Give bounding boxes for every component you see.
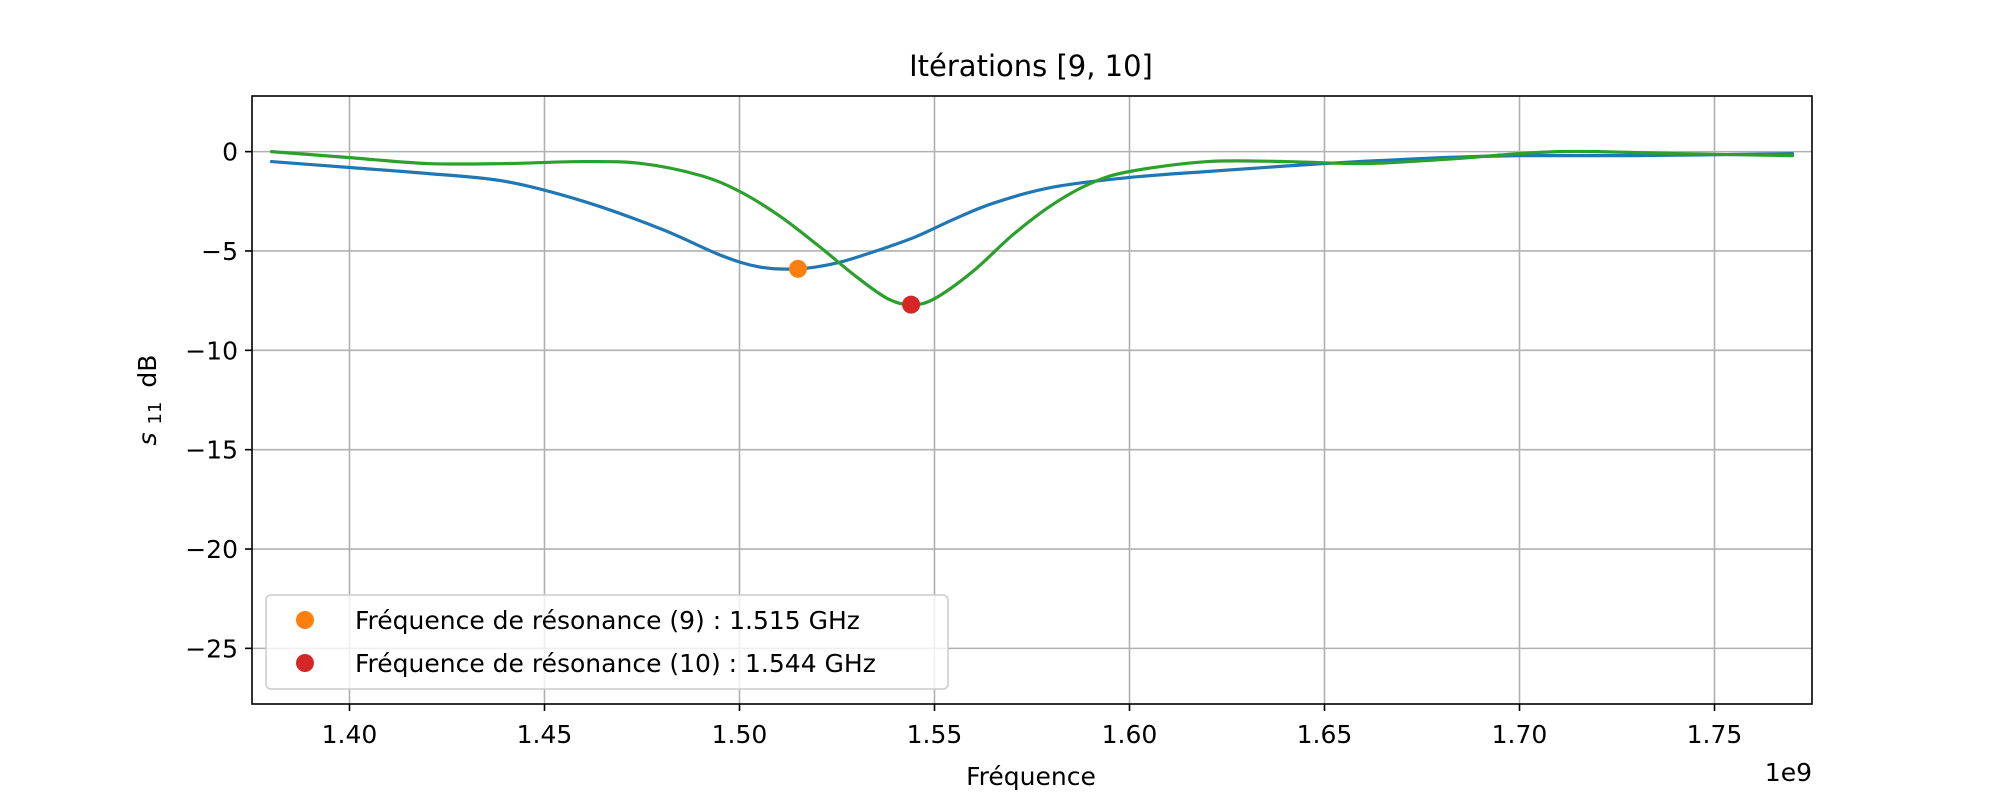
x-tick-label: 1.75: [1687, 720, 1743, 749]
marker-layer: [789, 259, 921, 314]
legend: Fréquence de résonance (9) : 1.515 GHz F…: [265, 594, 949, 690]
legend-marker-resonance-9: [296, 611, 314, 629]
x-axis-offset-label: 1e9: [1765, 758, 1812, 787]
chart-title: Itérations [9, 10]: [909, 49, 1153, 83]
legend-box: [265, 594, 949, 690]
y-tick-label: 0: [222, 138, 238, 167]
x-tick-label: 1.55: [907, 720, 963, 749]
legend-label-resonance-10: Fréquence de résonance (10) : 1.544 GHz: [355, 649, 876, 678]
legend-label-resonance-9: Fréquence de résonance (9) : 1.515 GHz: [355, 606, 860, 635]
y-axis-label-subscript: 11: [145, 402, 166, 425]
y-axis-label-main: s: [133, 432, 162, 445]
resonance-marker-9: [789, 259, 807, 278]
y-tick-label: −15: [185, 436, 238, 465]
plot-frame: [251, 95, 1813, 705]
x-tick-label: 1.45: [517, 720, 573, 749]
svg-text:s 11 dB: s 11 dB: [133, 355, 167, 446]
legend-marker-resonance-10: [296, 654, 314, 672]
y-axis-label: s 11 dB: [133, 355, 167, 446]
series-line-blue: [269, 152, 1795, 271]
x-tick-label: 1.65: [1297, 720, 1353, 749]
grid: [252, 96, 1812, 704]
series-line-green: [269, 149, 1795, 307]
x-tick-label: 1.50: [712, 720, 768, 749]
y-tick-label: −20: [185, 535, 238, 564]
resonance-marker-10: [902, 295, 921, 314]
y-axis-label-unit: dB: [133, 355, 162, 388]
x-tick-label: 1.60: [1102, 720, 1158, 749]
y-tick-label: −25: [185, 634, 238, 663]
y-tick-label: −5: [201, 237, 238, 266]
x-tick-label: 1.40: [322, 720, 378, 749]
series-layer: [269, 149, 1795, 307]
x-tick-label: 1.70: [1492, 720, 1548, 749]
x-axis-label: Fréquence: [966, 762, 1096, 791]
y-tick-label: −10: [185, 336, 238, 365]
tick-layer: 1.40 1.45 1.50 1.55 1.60 1.65 1.70 1.75 0 −5 −10 −1…: [185, 138, 1742, 749]
